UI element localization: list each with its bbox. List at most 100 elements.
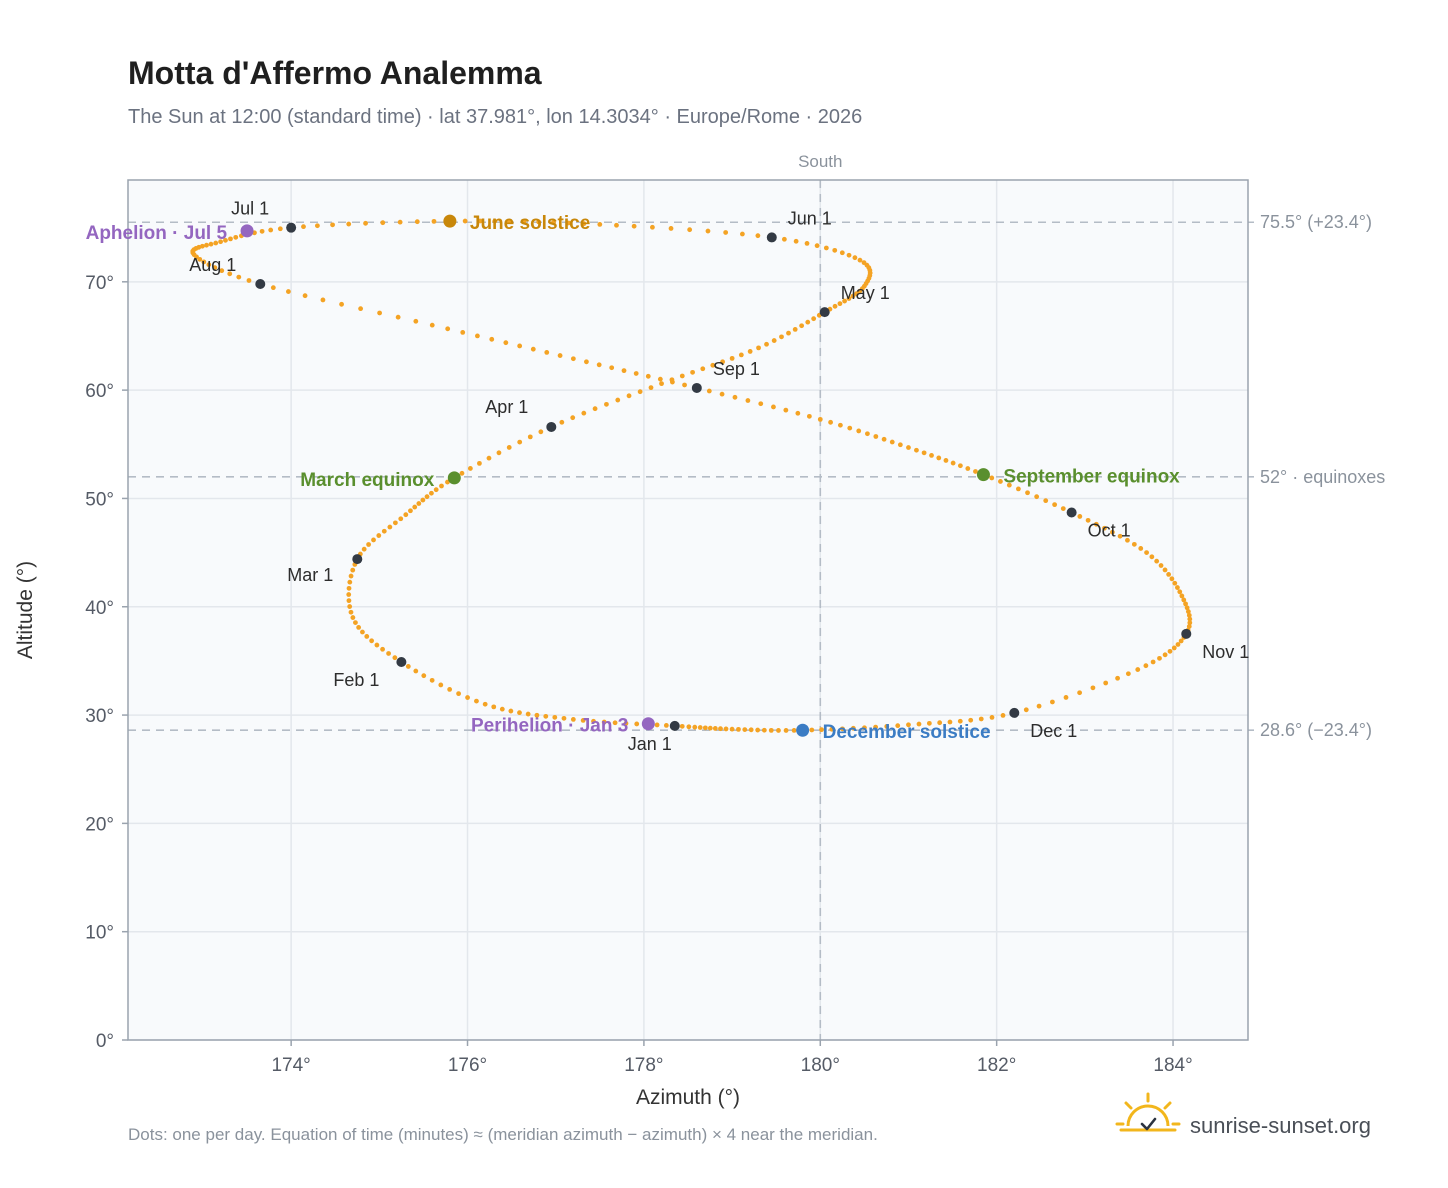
daily-dot: [445, 326, 451, 332]
daily-dot: [213, 240, 219, 246]
daily-dot: [792, 327, 798, 332]
event-marker: [447, 471, 461, 485]
daily-dot: [403, 512, 409, 518]
daily-dot: [1085, 517, 1091, 523]
daily-dot: [1131, 541, 1137, 547]
daily-dot: [1157, 655, 1162, 661]
month-label: Jul 1: [231, 199, 269, 219]
daily-dot: [700, 366, 706, 372]
daily-dot: [723, 230, 729, 235]
daily-dot: [791, 727, 797, 733]
daily-dot: [570, 717, 576, 722]
daily-dot: [543, 713, 549, 719]
daily-dot: [776, 728, 781, 733]
daily-dot: [1186, 612, 1192, 618]
daily-dot: [364, 634, 370, 639]
daily-dot: [376, 533, 382, 538]
daily-dot: [1138, 546, 1144, 551]
daily-dot: [591, 718, 596, 724]
daily-dot: [581, 221, 587, 227]
daily-dot: [559, 419, 565, 425]
daily-dot: [707, 725, 713, 731]
daily-dot: [1167, 648, 1173, 654]
daily-dot: [525, 711, 531, 717]
daily-dot: [1117, 533, 1123, 539]
daily-dot: [1025, 490, 1030, 496]
daily-dot: [506, 445, 512, 450]
daily-dot: [906, 722, 911, 728]
daily-dot: [206, 262, 212, 268]
daily-dot: [1015, 486, 1021, 492]
daily-dot: [346, 221, 352, 227]
month-marker: [255, 278, 266, 289]
daily-dot: [723, 726, 729, 732]
daily-dot: [1110, 529, 1115, 535]
daily-dot: [413, 318, 419, 324]
daily-dot: [1169, 576, 1175, 582]
daily-dot: [1154, 558, 1160, 564]
daily-dot: [1115, 675, 1120, 681]
daily-dot: [223, 237, 228, 243]
daily-dot: [330, 222, 335, 228]
daily-dot: [1187, 620, 1193, 626]
event-label: March equinox: [300, 470, 435, 491]
daily-dot: [380, 646, 385, 652]
daily-dot: [408, 508, 413, 514]
daily-dot: [998, 479, 1003, 484]
daily-dot: [462, 218, 468, 224]
daily-dot: [348, 573, 354, 579]
daily-dot: [1090, 685, 1096, 691]
daily-dot: [517, 343, 523, 349]
daily-dot: [846, 296, 852, 301]
daily-dot: [761, 727, 767, 733]
daily-dot: [921, 450, 927, 456]
daily-dot: [429, 322, 435, 328]
y-tick-label: 10°: [85, 923, 114, 944]
daily-dot: [286, 289, 291, 294]
daily-dot: [631, 223, 637, 229]
daily-dot: [783, 728, 789, 733]
event-label: Aphelion · Jul 5: [86, 223, 228, 244]
daily-dot: [482, 701, 488, 707]
daily-dot: [814, 243, 820, 249]
daily-dot: [398, 516, 404, 522]
daily-dot: [1150, 659, 1156, 665]
daily-dot: [1063, 695, 1069, 700]
x-tick-label: 178°: [624, 1055, 663, 1076]
daily-dot: [557, 353, 563, 358]
daily-dot: [1036, 703, 1042, 709]
south-label: South: [798, 152, 842, 171]
daily-dot: [965, 466, 971, 471]
daily-dot: [1102, 525, 1107, 531]
x-tick-label: 184°: [1153, 1055, 1192, 1076]
daily-dot: [489, 336, 495, 342]
daily-dot: [392, 520, 398, 526]
daily-dot: [259, 228, 265, 234]
daily-dot: [361, 546, 367, 552]
daily-dot: [491, 704, 497, 710]
daily-dot: [363, 220, 368, 226]
month-marker: [766, 232, 777, 243]
daily-dot: [517, 439, 523, 445]
daily-dot: [366, 542, 371, 547]
daily-dot: [570, 415, 576, 421]
daily-dot: [1187, 616, 1193, 622]
daily-dot: [350, 567, 356, 573]
daily-dot: [729, 726, 735, 732]
daily-dot: [702, 725, 708, 731]
daily-dot: [1177, 589, 1183, 595]
daily-dot: [1043, 498, 1049, 504]
daily-dot: [856, 428, 862, 434]
daily-dot: [768, 727, 774, 733]
daily-dot: [268, 227, 274, 233]
daily-dot: [682, 382, 687, 388]
daily-dot: [978, 716, 984, 722]
daily-dot: [719, 391, 725, 397]
daily-dot: [581, 410, 587, 416]
daily-dot: [840, 726, 845, 732]
daily-dot: [706, 388, 712, 394]
daily-dot: [637, 389, 643, 395]
meridian-line: South: [798, 152, 843, 1040]
daily-dot: [748, 727, 754, 733]
